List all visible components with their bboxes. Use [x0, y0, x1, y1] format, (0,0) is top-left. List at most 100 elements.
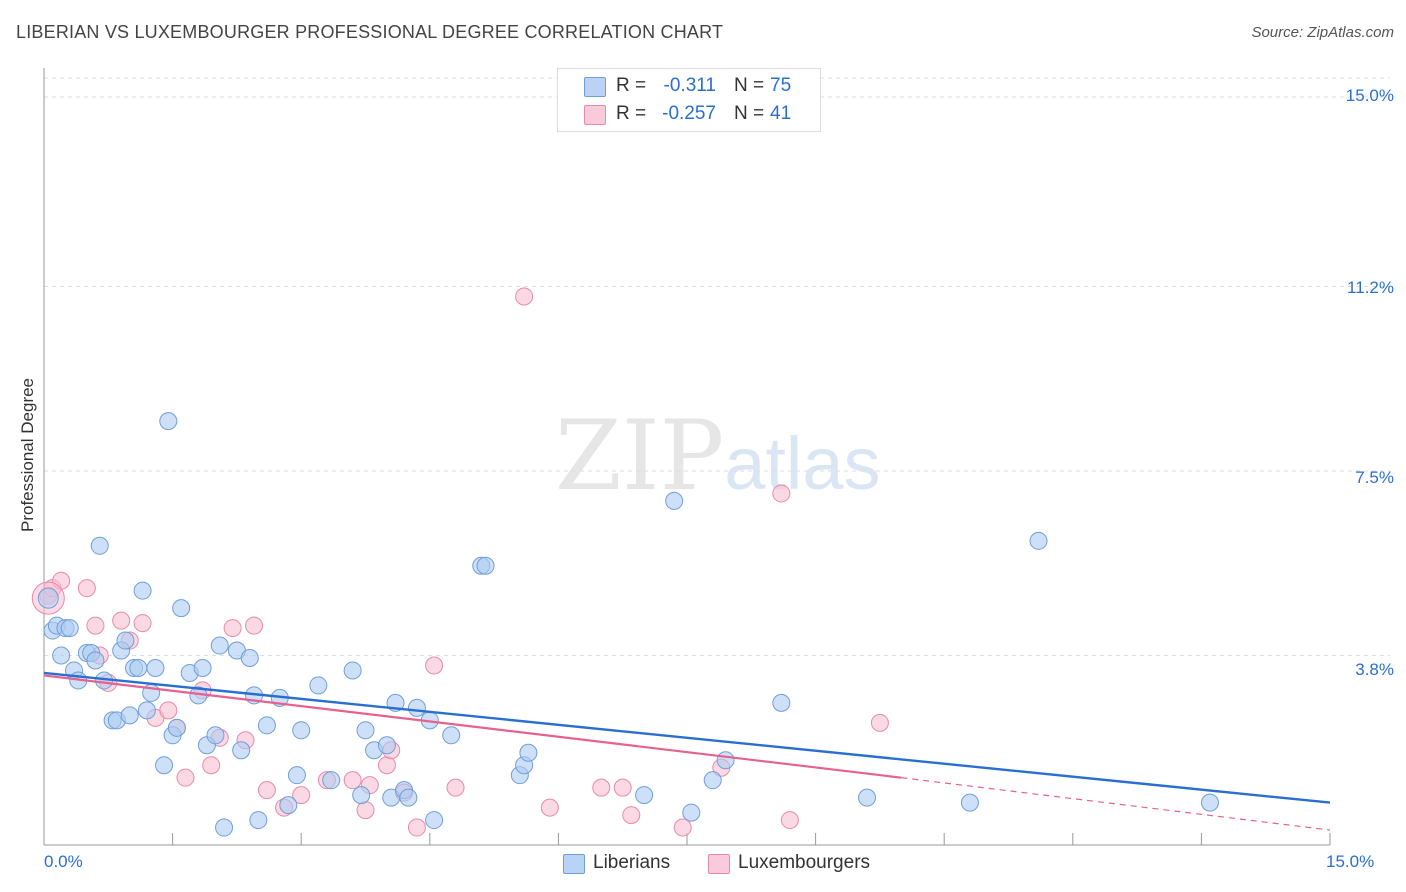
- point-luxembourger: [176, 768, 195, 787]
- legend-n-value: 75: [770, 75, 792, 96]
- point-liberian: [249, 811, 268, 830]
- point-liberian: [133, 581, 152, 600]
- point-liberian: [356, 721, 375, 740]
- point-luxembourger: [540, 798, 559, 817]
- point-luxembourger: [292, 786, 311, 805]
- point-liberian: [172, 599, 191, 618]
- point-luxembourger: [112, 611, 131, 630]
- point-liberian: [215, 818, 234, 837]
- point-luxembourger: [257, 781, 276, 800]
- bottom-legend-label: Liberians: [593, 852, 671, 873]
- point-liberian: [240, 649, 259, 667]
- point-liberian: [232, 741, 251, 760]
- watermark: ZIPatlas: [555, 400, 881, 512]
- point-liberian: [146, 658, 165, 677]
- legend: R = -0.311 N = 75 R = -0.257 N = 41: [557, 68, 821, 132]
- legend-n-label: N =: [734, 103, 765, 124]
- legend-swatch-pink: [584, 105, 606, 125]
- point-luxembourger: [673, 818, 692, 837]
- point-liberian: [155, 756, 174, 775]
- legend-r-label: R =: [616, 75, 647, 96]
- point-liberian: [425, 811, 444, 830]
- point-luxembourger: [772, 484, 791, 503]
- point-liberian: [206, 726, 225, 745]
- point-luxembourger: [77, 579, 96, 598]
- point-liberian: [309, 676, 328, 695]
- point-liberian: [292, 721, 311, 740]
- point-liberian: [37, 587, 59, 609]
- point-liberian: [519, 743, 538, 762]
- point-liberian: [665, 491, 684, 510]
- point-liberian: [635, 786, 654, 805]
- point-luxembourger: [377, 756, 396, 775]
- point-luxembourger: [613, 778, 632, 797]
- point-liberian: [716, 751, 735, 770]
- y-tick-label: 3.8%: [1355, 660, 1394, 679]
- point-liberian: [703, 771, 722, 790]
- point-luxembourger: [446, 778, 465, 797]
- point-luxembourger: [780, 811, 799, 830]
- legend-r-value: -0.257: [662, 103, 716, 124]
- legend-r-label: R =: [616, 103, 647, 124]
- point-liberian: [90, 536, 109, 555]
- point-liberian: [60, 619, 79, 638]
- point-liberian: [120, 706, 139, 725]
- y-axis-label: Professional Degree: [18, 377, 37, 533]
- point-luxembourger: [407, 818, 426, 837]
- point-liberian: [682, 803, 701, 822]
- point-liberian: [116, 631, 135, 650]
- trendline-luxembourgers-extension: [901, 777, 1331, 831]
- point-luxembourger: [425, 656, 444, 675]
- point-liberian: [1200, 793, 1219, 812]
- point-liberian: [1029, 531, 1048, 550]
- bottom-legend-swatch-blue: [563, 854, 585, 874]
- point-luxembourger: [343, 771, 362, 790]
- point-luxembourger: [592, 778, 611, 797]
- point-liberian: [377, 736, 396, 755]
- y-tick-label: 15.0%: [1345, 86, 1394, 105]
- y-tick-label: 7.5%: [1355, 468, 1394, 487]
- bottom-legend-swatch-pink: [708, 854, 730, 874]
- point-liberian: [210, 636, 229, 655]
- legend-n-value: 41: [770, 103, 792, 124]
- legend-row-liberians: R = -0.311 N = 75: [558, 73, 820, 101]
- point-luxembourger: [223, 619, 242, 638]
- point-liberian: [159, 412, 178, 431]
- trendline-luxembourgers: [43, 674, 902, 779]
- point-liberian: [476, 556, 495, 575]
- legend-n-label: N =: [734, 75, 765, 96]
- point-liberian: [772, 693, 791, 712]
- point-liberian: [52, 646, 71, 665]
- point-liberian: [167, 718, 186, 737]
- point-liberian: [137, 701, 156, 720]
- point-liberian: [129, 658, 148, 677]
- watermark-atlas: atlas: [724, 422, 881, 505]
- bottom-legend-label: Luxembourgers: [738, 852, 871, 873]
- x-tick-label: 0.0%: [44, 852, 83, 871]
- point-liberian: [960, 793, 979, 812]
- point-luxembourger: [356, 801, 375, 820]
- point-liberian: [399, 788, 418, 807]
- legend-r-value: -0.311: [663, 75, 716, 96]
- watermark-zip: ZIP: [555, 400, 725, 512]
- x-tick-label: 15.0%: [1326, 852, 1375, 871]
- y-tick-label: 11.2%: [1347, 278, 1394, 297]
- chart-title: LIBERIAN VS LUXEMBOURGER PROFESSIONAL DE…: [16, 22, 724, 42]
- point-liberian: [322, 771, 341, 790]
- point-liberian: [407, 698, 426, 717]
- trendline-liberians: [43, 671, 1331, 804]
- source-credit: Source: ZipAtlas.com: [1251, 24, 1394, 41]
- point-liberian: [287, 766, 306, 785]
- point-luxembourger: [133, 614, 152, 633]
- point-liberian: [257, 716, 276, 735]
- point-liberian: [343, 661, 362, 680]
- point-luxembourger: [202, 756, 221, 775]
- point-luxembourger: [622, 806, 641, 825]
- point-luxembourger: [245, 616, 264, 635]
- point-luxembourger: [86, 616, 105, 635]
- point-liberian: [86, 651, 105, 670]
- point-luxembourger: [515, 287, 534, 306]
- point-liberian: [442, 726, 461, 745]
- legend-row-luxembourgers: R = -0.257 N = 41: [558, 101, 820, 129]
